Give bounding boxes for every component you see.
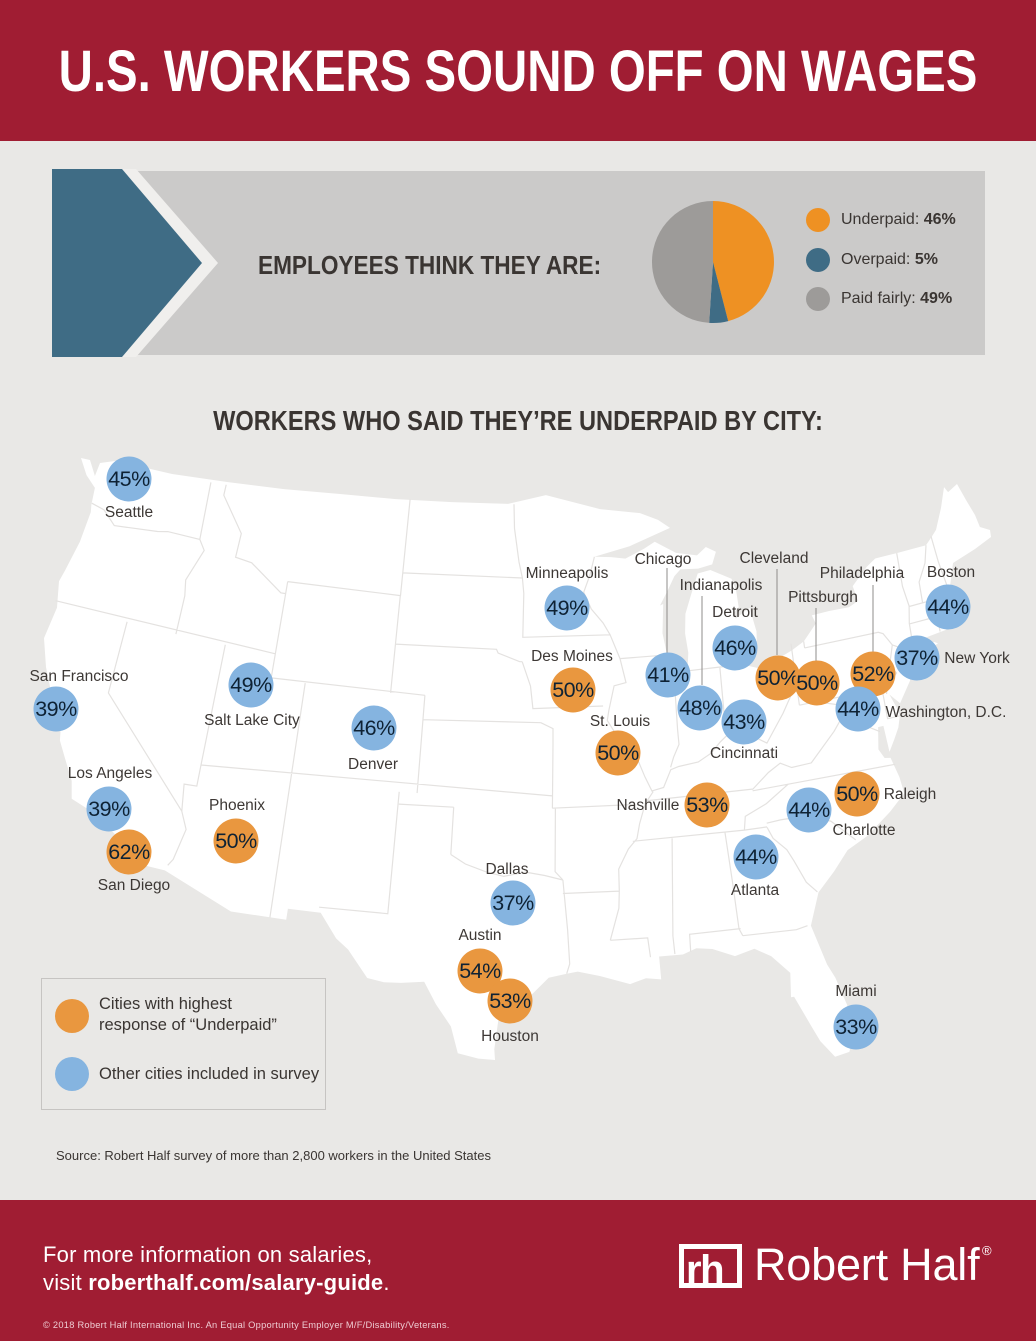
svg-text:St. Louis: St. Louis xyxy=(590,713,651,730)
svg-text:Des Moines: Des Moines xyxy=(531,648,613,665)
svg-text:46%: 46% xyxy=(714,636,756,660)
svg-text:49%: 49% xyxy=(546,596,588,620)
svg-text:Detroit: Detroit xyxy=(712,604,758,621)
svg-text:37%: 37% xyxy=(896,646,938,670)
svg-text:Miami: Miami xyxy=(835,983,876,1000)
svg-text:50%: 50% xyxy=(215,829,257,853)
svg-text:44%: 44% xyxy=(735,845,777,869)
svg-text:53%: 53% xyxy=(489,989,531,1013)
svg-text:rh: rh xyxy=(686,1248,723,1292)
svg-text:Seattle: Seattle xyxy=(105,504,153,521)
svg-text:44%: 44% xyxy=(788,798,830,822)
svg-text:Minneapolis: Minneapolis xyxy=(526,565,609,582)
svg-text:Boston: Boston xyxy=(927,564,975,581)
svg-text:39%: 39% xyxy=(88,797,130,821)
svg-text:San Francisco: San Francisco xyxy=(29,668,128,685)
svg-text:Atlanta: Atlanta xyxy=(731,882,780,899)
svg-text:Los Angeles: Los Angeles xyxy=(68,765,153,782)
svg-text:39%: 39% xyxy=(35,697,77,721)
svg-text:Robert Half: Robert Half xyxy=(754,1241,980,1290)
svg-text:43%: 43% xyxy=(723,710,765,734)
svg-text:49%: 49% xyxy=(230,673,272,697)
svg-text:46%: 46% xyxy=(353,716,395,740)
svg-text:Cincinnati: Cincinnati xyxy=(710,745,778,762)
svg-text:Charlotte: Charlotte xyxy=(833,822,896,839)
svg-text:50%: 50% xyxy=(552,678,594,702)
svg-text:Indianapolis: Indianapolis xyxy=(680,577,763,594)
svg-text:Dallas: Dallas xyxy=(485,861,528,878)
svg-text:Cleveland: Cleveland xyxy=(740,550,809,567)
svg-text:62%: 62% xyxy=(108,840,150,864)
svg-text:®: ® xyxy=(982,1243,992,1258)
svg-text:53%: 53% xyxy=(686,793,728,817)
svg-text:Washington, D.C.: Washington, D.C. xyxy=(886,704,1007,721)
svg-text:48%: 48% xyxy=(679,696,721,720)
svg-text:Pittsburgh: Pittsburgh xyxy=(788,589,858,606)
svg-text:Houston: Houston xyxy=(481,1028,539,1045)
svg-text:44%: 44% xyxy=(837,697,879,721)
svg-text:44%: 44% xyxy=(927,595,969,619)
svg-text:Philadelphia: Philadelphia xyxy=(820,565,905,582)
svg-text:Austin: Austin xyxy=(458,927,501,944)
svg-text:50%: 50% xyxy=(796,671,838,695)
svg-text:33%: 33% xyxy=(835,1015,877,1039)
svg-text:Chicago: Chicago xyxy=(635,551,692,568)
svg-text:Nashville: Nashville xyxy=(617,797,680,814)
svg-text:41%: 41% xyxy=(647,663,689,687)
svg-text:52%: 52% xyxy=(852,662,894,686)
svg-text:37%: 37% xyxy=(492,891,534,915)
svg-text:Phoenix: Phoenix xyxy=(209,797,265,814)
svg-text:Raleigh: Raleigh xyxy=(884,786,937,803)
svg-text:45%: 45% xyxy=(108,467,150,491)
svg-text:50%: 50% xyxy=(757,666,799,690)
svg-text:Salt Lake City: Salt Lake City xyxy=(204,712,300,729)
svg-text:50%: 50% xyxy=(836,782,878,806)
svg-text:50%: 50% xyxy=(597,741,639,765)
svg-text:San Diego: San Diego xyxy=(98,877,170,894)
svg-text:Denver: Denver xyxy=(348,756,398,773)
svg-text:New York: New York xyxy=(944,650,1010,667)
svg-text:54%: 54% xyxy=(459,959,501,983)
